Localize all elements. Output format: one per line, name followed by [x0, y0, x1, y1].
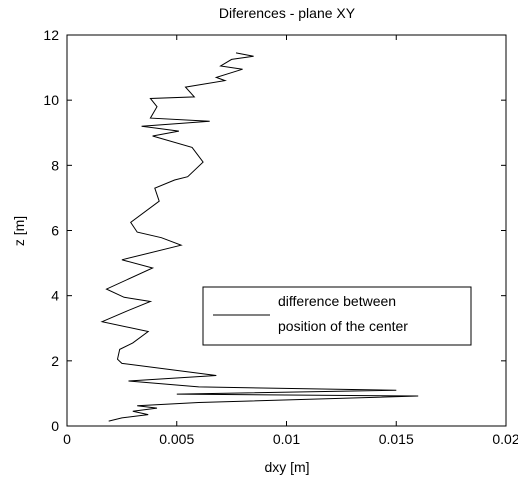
- y-tick-label: 4: [51, 288, 59, 304]
- y-tick-label: 0: [51, 418, 59, 434]
- y-tick-label: 10: [43, 92, 59, 108]
- y-tick-label: 6: [51, 223, 59, 239]
- legend-text-line-2: position of the center: [278, 318, 408, 334]
- x-tick-label: 0.005: [159, 431, 194, 447]
- y-tick-label: 2: [51, 353, 59, 369]
- y-tick-label: 8: [51, 157, 59, 173]
- x-tick-label: 0: [63, 431, 71, 447]
- series-line: [100, 52, 419, 422]
- plot-area: [66, 34, 507, 427]
- legend-text-line-1: difference between: [278, 293, 396, 309]
- chart-title: Diferences - plane XY: [219, 5, 356, 21]
- legend-box: [202, 286, 472, 346]
- series-group: [100, 52, 419, 422]
- legend: difference between position of the cente…: [202, 286, 472, 346]
- x-tick-label: 0.01: [273, 431, 300, 447]
- x-tick-label: 0.02: [492, 431, 518, 447]
- x-axis-label: dxy [m]: [264, 459, 309, 475]
- y-axis-label: z [m]: [11, 216, 27, 246]
- y-tick-label: 12: [43, 27, 59, 43]
- x-tick-label: 0.015: [379, 431, 414, 447]
- tick-group: 0 0.005 0.01 0.015 0.02 0 2 4 6 8 10 12: [43, 27, 518, 447]
